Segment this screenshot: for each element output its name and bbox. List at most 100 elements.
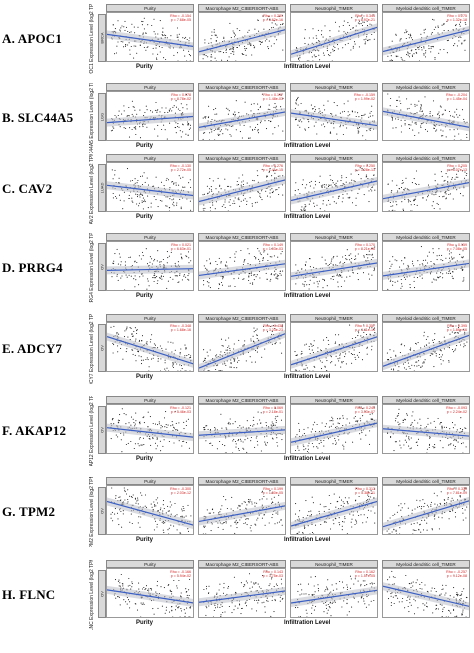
data-point [176, 514, 178, 516]
data-point [147, 195, 149, 197]
data-point [246, 113, 248, 115]
data-point [325, 423, 327, 425]
rho-label: Rho = [263, 14, 273, 18]
scatter-panel: Neutrophil_TIMER Rho = 0.357 p = 1.11e-14 [290, 314, 378, 384]
data-point [306, 450, 309, 453]
data-point [308, 288, 310, 290]
data-point [424, 56, 427, 58]
data-point [399, 352, 401, 354]
data-point [242, 174, 244, 176]
data-point [332, 257, 334, 259]
data-point [151, 334, 153, 336]
data-point [243, 448, 245, 450]
data-point [391, 190, 393, 192]
data-point [275, 341, 277, 343]
data-point [203, 284, 205, 286]
data-point [356, 170, 358, 172]
data-point [125, 414, 127, 416]
data-point [183, 275, 185, 277]
data-point [234, 114, 236, 116]
data-point [304, 264, 306, 266]
data-point [420, 106, 422, 108]
data-point [353, 354, 355, 356]
x-axis-label: Infiltration Level [284, 293, 331, 299]
data-point [370, 188, 372, 190]
data-point [237, 198, 239, 200]
data-point [222, 133, 224, 135]
rho-label: Rho = [355, 324, 365, 328]
data-point [441, 24, 443, 26]
data-point [443, 348, 445, 350]
p-label: p = [446, 328, 452, 333]
data-point [134, 497, 136, 499]
data-point [365, 139, 367, 140]
data-point [176, 36, 178, 38]
data-point [438, 195, 440, 198]
data-point [434, 58, 436, 60]
data-point [117, 422, 119, 424]
plot-area: Rho = -0.159 p = 1.99e-02 [290, 91, 378, 141]
rho-line: Rho = -0.159 [354, 93, 375, 97]
data-point [321, 422, 323, 424]
data-point [332, 264, 335, 266]
rho-label: Rho = [355, 243, 365, 247]
data-point [246, 182, 248, 184]
data-point [172, 362, 174, 364]
data-point [162, 522, 164, 524]
data-point [295, 436, 297, 438]
data-point [442, 113, 444, 115]
data-point [350, 49, 352, 51]
data-point [431, 205, 433, 207]
scatter-svg [291, 487, 377, 534]
data-point [363, 255, 365, 257]
data-point [163, 185, 165, 187]
data-point [111, 419, 113, 421]
data-point [342, 417, 344, 419]
data-point [460, 139, 462, 140]
data-point [212, 204, 214, 206]
data-point [350, 253, 352, 255]
data-point [428, 446, 430, 449]
data-point [261, 199, 263, 201]
data-point [294, 351, 296, 353]
data-point [335, 202, 337, 204]
data-point [457, 441, 459, 443]
data-point [238, 197, 240, 199]
rho-line: Rho = 0.313 [355, 487, 375, 491]
data-point [210, 186, 212, 188]
data-point [257, 248, 259, 250]
data-point [427, 255, 429, 257]
data-point [150, 206, 152, 208]
data-point [207, 370, 209, 371]
data-point [345, 258, 347, 260]
data-point [225, 261, 228, 263]
data-point [278, 187, 280, 189]
data-point [400, 287, 402, 289]
data-point [447, 39, 450, 41]
data-point [309, 515, 311, 517]
data-point [420, 366, 422, 368]
data-point [210, 56, 212, 58]
data-point [410, 50, 412, 52]
data-point [222, 345, 224, 347]
data-point [315, 121, 317, 123]
p-value: 1.68e-16 [176, 328, 191, 333]
data-point [134, 178, 136, 180]
data-point [440, 421, 442, 424]
data-point [217, 177, 219, 179]
data-point [462, 452, 464, 453]
data-point [228, 185, 230, 187]
data-point [206, 281, 208, 283]
data-point [399, 444, 401, 446]
data-point [168, 533, 170, 534]
data-point [346, 418, 348, 420]
p-line: p = 1.32e-18 [447, 18, 467, 22]
data-point [393, 450, 395, 452]
data-point [221, 344, 223, 347]
rho-value: 0.069 [274, 406, 283, 410]
data-point [153, 260, 155, 262]
plot-area: Rho = 0.199 p = 1.50e-05 [198, 485, 286, 535]
data-point [224, 264, 226, 266]
data-point [257, 130, 259, 132]
data-point [395, 355, 397, 357]
